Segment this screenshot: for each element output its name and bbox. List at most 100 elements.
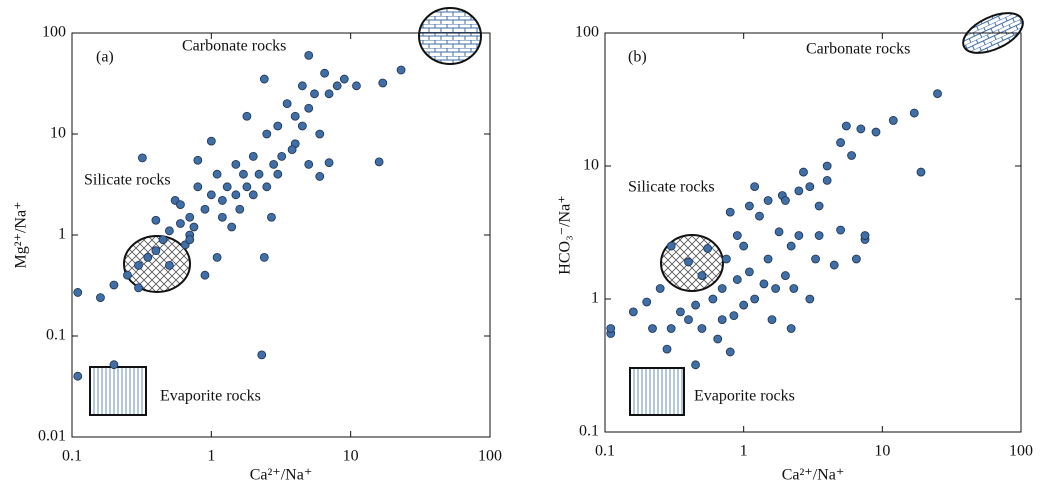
point: [134, 261, 142, 269]
x-tick-label: 100: [1009, 443, 1033, 460]
point: [159, 236, 167, 244]
point: [842, 122, 850, 130]
point: [74, 372, 82, 380]
point: [934, 90, 942, 98]
point: [218, 196, 226, 204]
point: [270, 160, 278, 168]
point: [607, 325, 615, 333]
point: [207, 137, 215, 145]
point: [830, 261, 838, 269]
point: [325, 90, 333, 98]
point: [305, 160, 313, 168]
point: [110, 281, 118, 289]
point: [726, 348, 734, 356]
point: [397, 66, 405, 74]
point: [176, 219, 184, 227]
point: [267, 213, 275, 221]
x-tick-label: 1: [740, 443, 748, 460]
point: [186, 236, 194, 244]
point: [795, 232, 803, 240]
point: [291, 112, 299, 120]
point: [165, 227, 173, 235]
point: [305, 51, 313, 59]
point: [298, 82, 306, 90]
y-tick-label: 0.1: [579, 423, 599, 440]
point: [917, 168, 925, 176]
point: [764, 255, 772, 263]
point: [698, 272, 706, 280]
point: [787, 242, 795, 250]
point: [176, 201, 184, 209]
point: [194, 183, 202, 191]
point: [799, 168, 807, 176]
point: [298, 122, 306, 130]
y-tick-label: 100: [42, 24, 66, 41]
point: [648, 325, 656, 333]
carbonate-icon: [419, 8, 481, 64]
y-axis-label: Mg²⁺/Na⁺: [13, 201, 30, 268]
silicate-icon: [124, 236, 190, 292]
point: [684, 258, 692, 266]
point: [692, 361, 700, 369]
point: [667, 242, 675, 250]
point: [375, 158, 383, 166]
point: [321, 69, 329, 77]
point: [263, 183, 271, 191]
point: [643, 298, 651, 306]
point: [213, 170, 221, 178]
point: [815, 232, 823, 240]
point: [223, 183, 231, 191]
x-axis-label: Ca²⁺/Na⁺: [250, 467, 313, 484]
y-tick-label: 0.1: [46, 327, 66, 344]
point: [714, 335, 722, 343]
point: [656, 284, 664, 292]
panel-label: (a): [96, 49, 114, 66]
point: [258, 351, 266, 359]
point: [740, 242, 748, 250]
point: [194, 156, 202, 164]
point: [305, 104, 313, 112]
point: [232, 160, 240, 168]
point: [663, 345, 671, 353]
point: [316, 130, 324, 138]
point: [722, 255, 730, 263]
point: [310, 90, 318, 98]
point: [857, 125, 865, 133]
annotation: Carbonate rocks: [806, 41, 910, 58]
point: [340, 75, 348, 83]
x-tick-label: 10: [343, 448, 359, 465]
point: [278, 152, 286, 160]
point: [255, 170, 263, 178]
point: [872, 128, 880, 136]
point: [768, 316, 776, 324]
point: [861, 232, 869, 240]
point: [263, 130, 271, 138]
point: [733, 232, 741, 240]
point: [134, 284, 142, 292]
point: [352, 82, 360, 90]
point: [201, 271, 209, 279]
point: [772, 284, 780, 292]
point: [316, 172, 324, 180]
point: [745, 202, 753, 210]
point: [910, 109, 918, 117]
x-tick-label: 0.1: [595, 443, 615, 460]
point: [733, 276, 741, 284]
point: [815, 202, 823, 210]
point: [152, 216, 160, 224]
point: [228, 223, 236, 231]
point: [667, 325, 675, 333]
y-tick-label: 0.01: [38, 428, 66, 445]
point: [775, 228, 783, 236]
point: [186, 213, 194, 221]
annotation: Evaporite rocks: [160, 388, 261, 405]
y-tick-label: 10: [583, 157, 599, 174]
point: [201, 205, 209, 213]
point: [823, 176, 831, 184]
annotation: Silicate rocks: [84, 172, 171, 189]
point: [249, 152, 257, 160]
point: [260, 253, 268, 261]
point: [730, 312, 738, 320]
point: [96, 294, 104, 302]
point: [110, 361, 118, 369]
